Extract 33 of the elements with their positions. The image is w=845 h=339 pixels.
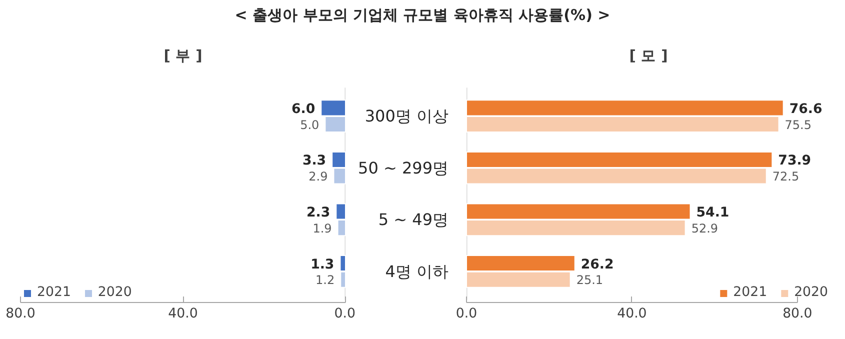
legend-label: 2021 [733,285,768,300]
data-label: 1.3 [310,257,334,272]
x-tick-label: 40.0 [617,306,647,322]
legend-label: 2020 [794,285,828,300]
data-label: 1.2 [316,273,335,288]
data-label: 1.9 [312,221,332,236]
data-label: 6.0 [292,102,316,117]
y-tick-label: 4명 이하 [385,262,448,281]
x-tick-label: 80.0 [782,306,812,322]
y-tick-label: 50 ~ 299명 [358,158,449,178]
data-label: 76.6 [789,102,822,117]
data-label: 3.3 [302,154,326,169]
data-label: 75.5 [784,118,812,132]
y-tick-label: 300명 이상 [364,106,448,126]
data-label: 2.9 [308,170,328,184]
data-label: 2.3 [306,206,330,220]
data-label: 26.2 [580,257,614,272]
text: < 출생아 부모의 기업체 규모별 육아휴직 사용률(%) > [234,5,610,26]
x-tick-label: 80.0 [6,306,36,322]
chart-subtitle: [ 부 ] [164,48,202,64]
legend-label: 2020 [98,285,132,300]
x-tick-label: 0.0 [334,306,356,322]
data-label: 52.9 [691,221,718,236]
data-label: 72.5 [772,170,800,184]
y-tick-label: 5 ~ 49명 [378,210,449,230]
data-label: 54.1 [696,206,730,220]
data-label: 5.0 [300,118,320,132]
data-label: 73.9 [778,154,812,169]
legend-label: 2021 [37,285,71,300]
x-tick-label: 0.0 [456,306,478,322]
chart-subtitle: [ 모 ] [629,48,668,64]
x-tick-label: 40.0 [168,306,198,322]
data-label: 25.1 [576,273,604,288]
